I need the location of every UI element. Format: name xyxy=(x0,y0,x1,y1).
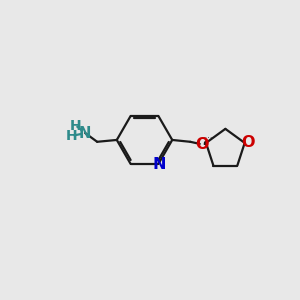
Text: H: H xyxy=(70,118,81,133)
Text: N: N xyxy=(79,125,91,140)
Text: O: O xyxy=(195,136,208,152)
Text: ····: ···· xyxy=(202,134,212,143)
Text: H: H xyxy=(66,129,78,143)
Text: O: O xyxy=(242,135,255,150)
Text: N: N xyxy=(152,157,166,172)
